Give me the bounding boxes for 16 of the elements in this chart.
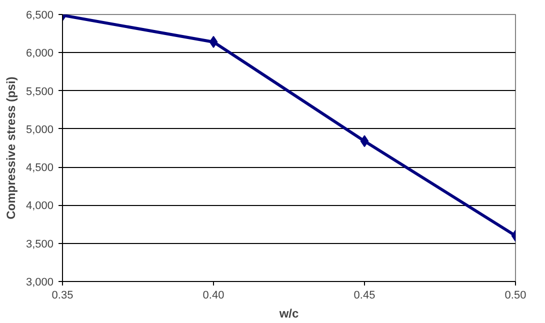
- y-tick-label: 6,500: [26, 10, 54, 22]
- y-tick-label: 3,000: [26, 276, 54, 288]
- y-axis-title: Compressive stress (psi): [4, 76, 18, 220]
- y-tick-label: 5,000: [26, 124, 54, 136]
- y-tick-label: 5,500: [26, 86, 54, 98]
- y-tick-label: 3,500: [26, 238, 54, 250]
- point: [209, 36, 218, 48]
- x-tick-label: 0.50: [504, 290, 526, 302]
- x-tick-label: 0.35: [52, 290, 74, 302]
- x-tick-label: 0.40: [202, 290, 224, 302]
- y-tick-label: 4,500: [26, 162, 54, 174]
- x-tick-label: 0.45: [354, 290, 376, 302]
- x-axis-title: w/c: [278, 306, 299, 320]
- point: [360, 135, 369, 148]
- y-tick-label: 6,000: [26, 48, 54, 60]
- y-tick-label: 4,000: [26, 200, 54, 212]
